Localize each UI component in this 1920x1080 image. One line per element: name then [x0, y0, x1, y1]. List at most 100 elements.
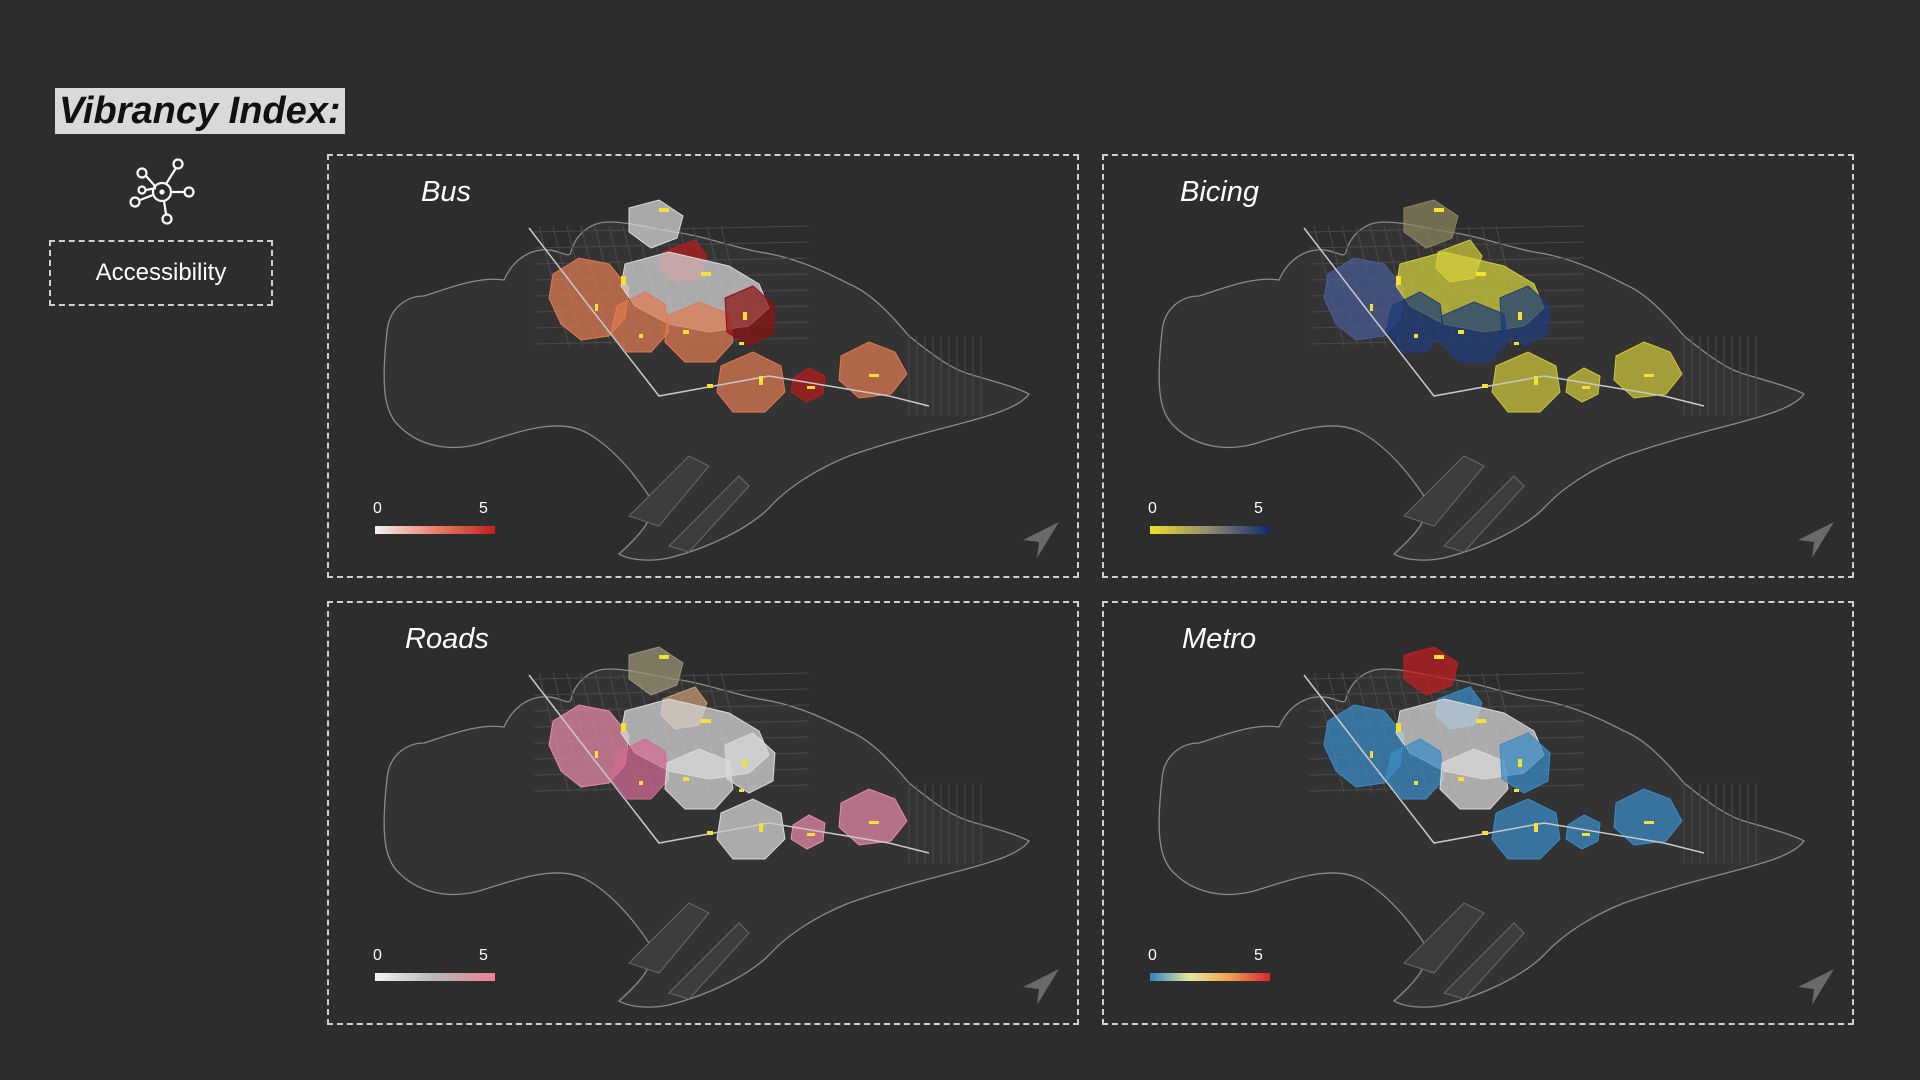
zone-7: [1491, 798, 1561, 860]
legend-max-label: 5: [1254, 500, 1263, 517]
zone-5: [664, 301, 734, 363]
zone-9: [838, 788, 908, 846]
hotspot-10: [1482, 384, 1488, 388]
hotspot-10: [707, 384, 713, 388]
hotspot-9: [1370, 751, 1373, 758]
hotspot-2: [701, 719, 711, 723]
page-title: Vibrancy Index:: [55, 88, 345, 134]
city-map: [1158, 646, 1805, 1008]
zone-5: [664, 748, 734, 810]
hotspot-2: [1476, 719, 1486, 723]
zone-9: [1613, 341, 1683, 399]
hotspot-3: [1518, 759, 1522, 767]
map-group: [383, 646, 1030, 1008]
city-map: [383, 199, 1030, 561]
zone-4: [610, 738, 670, 800]
zone-9: [1613, 788, 1683, 846]
north-arrow-icon: [1023, 969, 1059, 1005]
legend-min-label: 0: [373, 947, 382, 964]
zone-6: [1499, 732, 1551, 794]
zone-8: [790, 367, 826, 403]
hotspot-8: [807, 386, 815, 389]
hotspot-12: [739, 789, 744, 792]
hotspot-5: [759, 823, 763, 832]
zone-5: [1439, 301, 1509, 363]
city-map: [383, 646, 1030, 1008]
color-scale-legend: 0 5: [1148, 947, 1288, 991]
route-line: [528, 227, 930, 407]
hotspot-12: [1514, 342, 1519, 345]
zone-8: [1565, 367, 1601, 403]
zone-4: [1385, 738, 1445, 800]
route-line: [1303, 227, 1705, 407]
color-scale-legend: 0 5: [1148, 500, 1288, 544]
panel-label: Bus: [421, 176, 471, 208]
hotspot-10: [707, 831, 713, 835]
hotspot-1: [1396, 723, 1401, 732]
hotspot-6: [659, 655, 669, 659]
hotspot-7: [869, 374, 879, 377]
zone-10: [1403, 646, 1459, 696]
north-arrow-icon: [1798, 522, 1834, 558]
hotspot-6: [659, 208, 669, 212]
zone-6: [724, 285, 776, 347]
color-scale-legend: 0 5: [373, 947, 513, 991]
hotspot-4: [1458, 777, 1464, 781]
map-panel-bus: Bus 0 5: [327, 154, 1079, 578]
zone-4: [610, 291, 670, 353]
panel-label: Metro: [1182, 623, 1257, 655]
hotspot-8: [1582, 833, 1590, 836]
legend-gradient-bar: [1150, 526, 1270, 534]
zone-9: [838, 341, 908, 399]
hotspot-4: [683, 777, 689, 781]
city-map: [1158, 199, 1805, 561]
legend-min-label: 0: [373, 500, 382, 517]
hotspot-9: [595, 304, 598, 311]
network-icon: [129, 158, 195, 225]
hotspot-4: [683, 330, 689, 334]
accessibility-category-box: Accessibility: [49, 240, 273, 306]
zone-10: [628, 646, 684, 696]
hotspot-3: [1518, 312, 1522, 320]
zone-7: [716, 351, 786, 413]
hotspot-11: [639, 781, 643, 785]
north-arrow-icon: [1023, 522, 1059, 558]
legend-gradient-bar: [1150, 973, 1270, 981]
hotspot-3: [743, 759, 747, 767]
zone-8: [1565, 814, 1601, 850]
hotspot-6: [1434, 655, 1444, 659]
hotspot-5: [1534, 376, 1538, 385]
map-panel-roads: Roads 0 5: [327, 601, 1079, 1025]
hotspot-11: [1414, 334, 1418, 338]
hotspot-7: [1644, 821, 1654, 824]
legend-gradient-bar: [375, 526, 495, 534]
legend-min-label: 0: [1148, 500, 1157, 517]
hotspot-10: [1482, 831, 1488, 835]
category-label: Accessibility: [95, 259, 227, 286]
zone-6: [724, 732, 776, 794]
hotspot-6: [1434, 208, 1444, 212]
hotspot-11: [639, 334, 643, 338]
hotspot-7: [1644, 374, 1654, 377]
zone-8: [790, 814, 826, 850]
zone-10: [628, 199, 684, 249]
city-outline: [1158, 668, 1805, 1008]
hotspot-1: [621, 723, 626, 732]
port-area: [628, 902, 750, 1000]
map-group: [383, 199, 1030, 561]
hotspot-1: [621, 276, 626, 285]
zone-7: [1491, 351, 1561, 413]
city-outline: [383, 221, 1030, 561]
map-panel-metro: Metro 0 5: [1102, 601, 1854, 1025]
zone-10: [1403, 199, 1459, 249]
hotspot-9: [1370, 304, 1373, 311]
port-area: [628, 455, 750, 553]
zone-5: [1439, 748, 1509, 810]
map-group: [1158, 199, 1805, 561]
hotspot-8: [807, 833, 815, 836]
zone-4: [1385, 291, 1445, 353]
hotspot-7: [869, 821, 879, 824]
panel-label: Roads: [405, 623, 489, 655]
zone-6: [1499, 285, 1551, 347]
hotspot-1: [1396, 276, 1401, 285]
